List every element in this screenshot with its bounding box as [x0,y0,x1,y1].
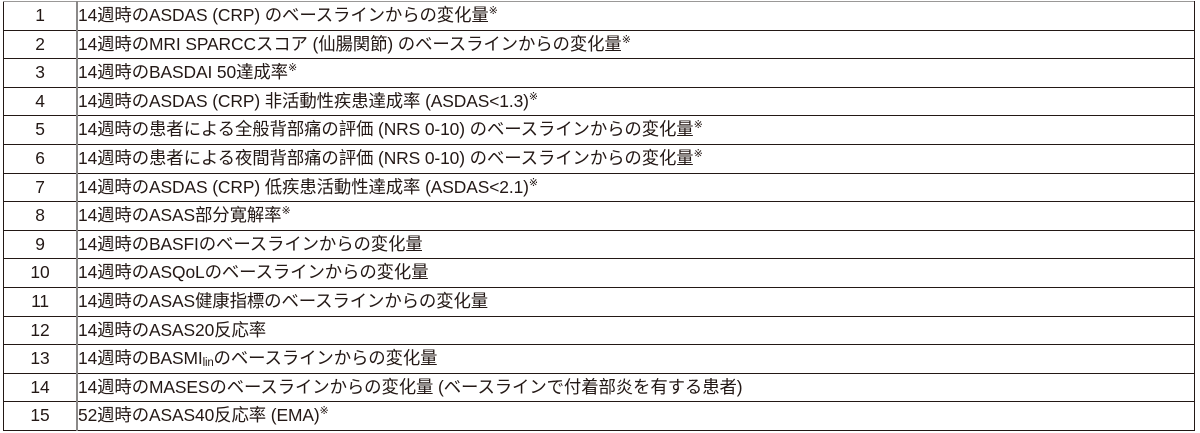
footnote-mark: ※ [693,148,703,161]
endpoint-text: 14週時のASAS部分寛解率 [78,205,282,226]
endpoint-text: 14週時のASQoLのベースラインからの変化量 [78,262,429,283]
table-row: 11 14週時のASAS健康指標のベースラインからの変化量 [3,286,1195,317]
endpoint-text: 14週時のBASMI [78,348,203,369]
endpoint-description-cell: 14週時のASDAS (CRP) 非活動性疾患達成率 (ASDAS<1.3)※ [77,86,1195,116]
table-row: 8 14週時のASAS部分寛解率※ [3,201,1195,231]
endpoint-description-cell: 52週時のASAS40反応率 (EMA)※ [77,401,1195,431]
table-row: 4 14週時のASDAS (CRP) 非活動性疾患達成率 (ASDAS<1.3)※ [3,86,1195,116]
table-row: 9 14週時のBASFIのベースラインからの変化量 [3,229,1195,259]
row-number-cell: 4 [3,86,78,116]
endpoint-text: 14週時のBASFIのベースラインからの変化量 [78,233,423,254]
table-body: 1 14週時のASDAS (CRP) のベースラインからの変化量※ 2 14週時のMR… [3,1,1195,431]
endpoint-text: 14週時の患者による全般背部痛の評価 (NRS 0-10) のベースラインからの… [78,119,694,140]
endpoint-text: 14週時のASAS20反応率 [78,319,267,340]
row-number-cell: 3 [3,58,78,88]
footnote-mark: ※ [528,176,539,189]
endpoint-text-continued: のベースラインからの変化量 [213,348,438,369]
table-row: 6 14週時の患者による夜間背部痛の評価 (NRS 0-10) のベースラインから… [3,143,1195,174]
row-number-cell: 1 [3,1,78,31]
endpoint-description-cell: 14週時のBASFIのベースラインからの変化量 [77,229,1195,259]
endpoint-description-cell: 14週時のMRI SPARCCスコア (仙腸関節) のベースラインからの変化量※ [77,29,1195,59]
row-number-cell: 7 [3,172,78,202]
row-number-cell: 9 [3,229,78,259]
endpoint-subscript: lin [202,356,214,369]
table-row: 13 14週時のBASMIlinのベースラインからの変化量 [3,344,1195,374]
row-number-cell: 12 [3,315,78,345]
footnote-mark: ※ [319,405,329,418]
endpoint-description-cell: 14週時のASDAS (CRP) 低疾患活動性達成率 (ASDAS<2.1)※ [77,172,1195,202]
row-number-cell: 5 [3,115,78,145]
endpoint-text: 14週時のMRI SPARCCスコア (仙腸関節) のベースラインからの変化量 [78,33,622,54]
endpoint-description-cell: 14週時のASAS部分寛解率※ [77,201,1195,231]
footnote-mark: ※ [287,62,298,75]
table-row: 7 14週時のASDAS (CRP) 低疾患活動性達成率 (ASDAS<2.1)※ [3,172,1195,202]
endpoint-text: 14週時のASDAS (CRP) 非活動性疾患達成率 (ASDAS<1.3) [78,90,529,111]
endpoint-description-cell: 14週時のBASDAI 50達成率※ [77,58,1195,88]
endpoint-description-cell: 14週時のASAS20反応率 [77,315,1195,345]
endpoint-description-cell: 14週時のASDAS (CRP) のベースラインからの変化量※ [77,2,1195,31]
endpoint-text: 14週時のMASESのベースラインからの変化量 (ベースラインで付着部炎を有する… [78,376,743,397]
secondary-endpoints-table: 1 14週時のASDAS (CRP) のベースラインからの変化量※ 2 14週時のMR… [3,1,1195,431]
row-number-cell: 11 [3,286,78,317]
endpoint-text: 14週時のASAS健康指標のベースラインからの変化量 [78,291,489,312]
endpoint-description-cell: 14週時のASQoLのベースラインからの変化量 [77,258,1195,288]
row-number-cell: 14 [3,372,78,402]
endpoint-description-cell: 14週時の患者による夜間背部痛の評価 (NRS 0-10) のベースラインからの… [77,143,1195,174]
table-row: 3 14週時のBASDAI 50達成率※ [3,58,1195,88]
endpoint-text: 52週時のASAS40反応率 (EMA) [78,405,320,426]
footnote-mark: ※ [528,91,539,104]
endpoint-text: 14週時のBASDAI 50達成率 [78,62,288,83]
endpoint-description-cell: 14週時のBASMIlinのベースラインからの変化量 [77,344,1195,374]
row-number-cell: 6 [3,143,78,174]
table-row: 15 52週時のASAS40反応率 (EMA)※ [3,401,1195,431]
table-row: 12 14週時のASAS20反応率 [3,315,1195,345]
row-number-cell: 2 [3,29,78,59]
row-number-cell: 15 [3,401,78,431]
endpoint-text: 14週時のASDAS (CRP) のベースラインからの変化量 [78,5,489,26]
table-row: 14 14週時のMASESのベースラインからの変化量 (ベースラインで付着部炎を有… [3,372,1195,402]
footnote-mark: ※ [281,205,291,218]
row-number-cell: 10 [3,258,78,288]
endpoint-description-cell: 14週時のASAS健康指標のベースラインからの変化量 [77,286,1195,317]
endpoint-description-cell: 14週時のMASESのベースラインからの変化量 (ベースラインで付着部炎を有する… [77,372,1195,402]
table-row: 2 14週時のMRI SPARCCスコア (仙腸関節) のベースラインからの変化量… [3,29,1195,59]
endpoint-description-cell: 14週時の患者による全般背部痛の評価 (NRS 0-10) のベースラインからの… [77,115,1195,145]
row-number-cell: 8 [3,201,78,231]
footnote-mark: ※ [621,33,631,46]
endpoint-text: 14週時の患者による夜間背部痛の評価 (NRS 0-10) のベースラインからの… [78,148,694,169]
row-number-cell: 13 [3,344,78,374]
footnote-mark: ※ [488,5,498,18]
footnote-mark: ※ [693,119,703,132]
table-row: 1 14週時のASDAS (CRP) のベースラインからの変化量※ [3,1,1195,31]
table-row: 5 14週時の患者による全般背部痛の評価 (NRS 0-10) のベースラインから… [3,115,1195,145]
table-row: 10 14週時のASQoLのベースラインからの変化量 [3,258,1195,288]
endpoint-text: 14週時のASDAS (CRP) 低疾患活動性達成率 (ASDAS<2.1) [78,176,529,197]
